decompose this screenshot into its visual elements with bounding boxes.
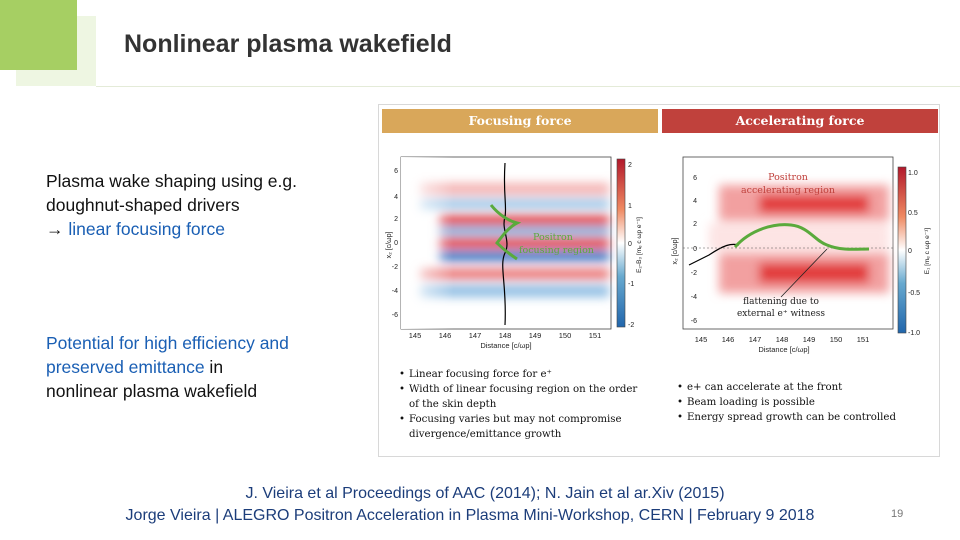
focusing-cbar-tick: 0 (628, 241, 632, 248)
focusing-y-tick: -6 (392, 312, 398, 319)
accelerating-colorbar-ticks: 1.0 0.5 0 -0.5 -1.0 (908, 170, 920, 337)
focusing-x-tick: 147 (469, 331, 482, 340)
accelerating-y-tick: -4 (691, 294, 697, 301)
accelerating-y-tick: 6 (693, 175, 697, 182)
accelerating-colorbar-label: E₁ [mₑ c ωp e⁻¹] (924, 228, 931, 275)
focusing-green-trace (489, 204, 522, 261)
accelerating-annotation-bottom-2: external e⁺ witness (737, 309, 825, 319)
focusing-x-tick: 148 (499, 331, 512, 340)
focusing-x-tick: 146 (439, 331, 452, 340)
focusing-y-tick: -2 (392, 264, 398, 271)
accelerating-cbar-tick: 0.5 (908, 210, 918, 217)
focusing-x-tick: 150 (559, 331, 572, 340)
focusing-y-ticks: 6 4 2 0 -2 -4 -6 (392, 168, 398, 319)
accelerating-bullet: Energy spread growth can be controlled (677, 410, 932, 425)
focusing-y-tick: 0 (394, 240, 398, 247)
accelerating-cbar-tick: 1.0 (908, 170, 918, 177)
focusing-y-tick: 6 (394, 168, 398, 175)
slide-title: Nonlinear plasma wakefield (124, 30, 452, 58)
accelerating-x-tick: 148 (776, 335, 789, 344)
focusing-x-ticks: 145 146 147 148 149 150 151 (409, 331, 602, 340)
focusing-force-header: Focusing force (382, 109, 658, 133)
accelerating-y-tick: -6 (691, 318, 697, 325)
accelerating-bullets: e+ can accelerate at the front Beam load… (677, 380, 932, 425)
accelerating-y-tick: 2 (693, 221, 697, 228)
accelerating-x-ticks: 145 146 147 148 149 150 151 (695, 335, 870, 344)
arrow-icon: → (46, 219, 64, 239)
focusing-y-tick: 4 (394, 194, 398, 201)
wakefield-figure: Focusing force Accelerating force (378, 104, 940, 457)
accelerating-x-tick: 147 (749, 335, 762, 344)
accelerating-colorbar (897, 166, 907, 334)
accelerating-x-tick: 150 (830, 335, 843, 344)
accelerating-bullet: Beam loading is possible (677, 395, 932, 410)
accelerating-y-tick: 0 (693, 246, 697, 253)
accelerating-x-label: Distance [c/ωp] (758, 345, 809, 354)
focusing-bullet: Linear focusing force for e⁺ (399, 367, 644, 382)
accelerating-y-tick: -2 (691, 270, 697, 277)
wake-shaping-text: Plasma wake shaping using e.g. doughnut-… (46, 169, 356, 241)
wake-shaping-line3: → linear focusing force (46, 217, 356, 241)
focusing-y-tick: -4 (392, 288, 398, 295)
accelerating-cbar-tick: -0.5 (908, 290, 920, 297)
header-divider (96, 86, 960, 87)
accelerating-plot: Positron accelerating region flattening … (672, 156, 931, 354)
accelerating-annotation-bottom-1: flattening due to (743, 297, 819, 307)
accelerating-x-tick: 146 (722, 335, 735, 344)
efficiency-highlight: Potential for high efficiency and preser… (46, 333, 289, 377)
wake-shaping-line1: Plasma wake shaping using e.g. (46, 171, 297, 191)
accelerating-bullet: e+ can accelerate at the front (677, 380, 932, 395)
accelerating-force-header: Accelerating force (662, 109, 938, 133)
efficiency-connector: in (204, 357, 224, 377)
wake-shaping-line2: doughnut-shaped drivers (46, 195, 240, 215)
focusing-cbar-tick: -2 (628, 322, 634, 329)
accelerating-y-label: x₂ [c/ωp] (672, 238, 679, 265)
focusing-annotation-2: focusing region (519, 245, 594, 256)
annotation-pointer (780, 248, 828, 298)
focusing-colorbar (616, 158, 626, 328)
accelerating-annotation-top-2: accelerating region (741, 185, 835, 196)
accelerating-cbar-tick: -1.0 (908, 330, 920, 337)
focusing-y-tick: 2 (394, 216, 398, 223)
accelerating-x-tick: 151 (857, 335, 870, 344)
efficiency-rest: nonlinear plasma wakefield (46, 381, 258, 401)
focusing-plot: Positron focusing region 6 4 2 0 -2 -4 -… (386, 156, 643, 350)
focusing-x-tick: 145 (409, 331, 422, 340)
focusing-x-tick: 149 (529, 331, 542, 340)
focusing-bullet: Width of linear focusing region on the o… (399, 382, 644, 412)
focusing-x-tick: 151 (589, 331, 602, 340)
focusing-cbar-tick: 1 (628, 203, 632, 210)
accelerating-y-tick: 4 (693, 198, 697, 205)
focusing-x-label: Distance [c/ωp] (480, 341, 531, 350)
focusing-bullets: Linear focusing force for e⁺ Width of li… (399, 367, 644, 442)
accelerating-green-trace (733, 223, 870, 251)
focusing-cbar-tick: 2 (628, 162, 632, 169)
accelerating-cbar-tick: 0 (908, 248, 912, 255)
focusing-annotation-1: Positron (533, 232, 573, 243)
focusing-bullet: Focusing varies but may not compromise d… (399, 412, 644, 442)
reference-citation: J. Vieira et al Proceedings of AAC (2014… (245, 485, 725, 502)
wakefield-plots: Positron focusing region 6 4 2 0 -2 -4 -… (386, 156, 931, 354)
linear-focusing-text: linear focusing force (63, 219, 225, 239)
accelerating-x-tick: 149 (803, 335, 816, 344)
focusing-cbar-tick: -1 (628, 281, 634, 288)
efficiency-text: Potential for high efficiency and preser… (46, 331, 356, 403)
focusing-y-label: x₂ [c/ωp] (386, 232, 393, 259)
page-number: 19 (891, 508, 904, 520)
accelerating-x-tick: 145 (695, 335, 708, 344)
focusing-colorbar-ticks: 2 1 0 -1 -2 (628, 162, 634, 329)
event-footer: Jorge Vieira | ALEGRO Positron Accelerat… (125, 507, 815, 524)
focusing-colorbar-label: E₂-B₃ [mₑ c ωp e⁻¹] (636, 217, 643, 273)
accelerating-y-ticks: 6 4 2 0 -2 -4 -6 (691, 175, 697, 325)
accent-green-square (0, 0, 77, 70)
accelerating-field-map (709, 185, 889, 293)
accelerating-annotation-top-1: Positron (768, 172, 808, 183)
focusing-lineout (502, 162, 508, 326)
